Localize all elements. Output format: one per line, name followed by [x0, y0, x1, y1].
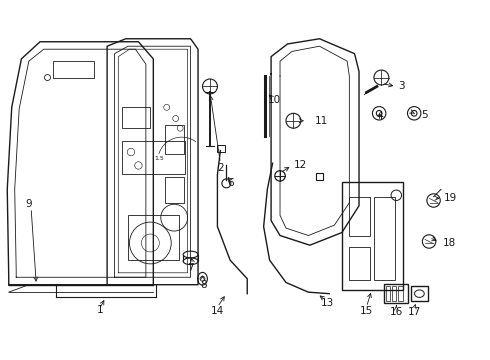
Text: 14: 14: [211, 306, 224, 316]
Bar: [349, 197, 370, 235]
Text: 19: 19: [444, 193, 457, 203]
Text: 16: 16: [390, 307, 403, 316]
Text: 18: 18: [442, 238, 456, 248]
Text: 12: 12: [294, 161, 307, 171]
Text: 5: 5: [421, 110, 428, 120]
Bar: [165, 125, 184, 154]
Bar: [384, 284, 408, 303]
Text: 1.5: 1.5: [154, 156, 164, 161]
Bar: [392, 286, 396, 301]
Bar: [386, 286, 391, 301]
Bar: [342, 182, 403, 290]
Bar: [374, 197, 395, 280]
Bar: [349, 247, 370, 280]
Ellipse shape: [183, 251, 198, 258]
Text: 11: 11: [314, 116, 327, 126]
Text: 1: 1: [97, 305, 103, 315]
Bar: [53, 61, 95, 77]
Text: 10: 10: [268, 95, 281, 105]
Text: 3: 3: [398, 81, 404, 91]
Text: 2: 2: [217, 163, 224, 174]
Bar: [398, 286, 403, 301]
Bar: [122, 107, 150, 128]
Bar: [122, 141, 185, 174]
Bar: [316, 173, 323, 180]
Text: 4: 4: [377, 111, 383, 121]
Text: 17: 17: [408, 307, 421, 316]
Bar: [218, 145, 225, 152]
Text: 9: 9: [25, 199, 32, 209]
Text: 8: 8: [201, 280, 207, 290]
Bar: [165, 177, 184, 203]
Bar: [411, 286, 428, 301]
Bar: [128, 215, 179, 260]
Text: 6: 6: [227, 178, 233, 188]
Text: 13: 13: [320, 298, 334, 307]
Text: 15: 15: [360, 306, 373, 316]
Text: 7: 7: [187, 262, 194, 273]
